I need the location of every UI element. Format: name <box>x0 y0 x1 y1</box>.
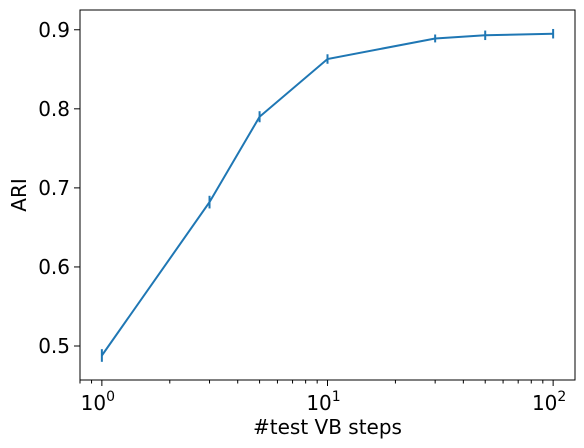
plot-area-frame <box>79 9 576 381</box>
plot-marks <box>100 28 555 362</box>
y-axis-ticks: 0.5 0.6 0.7 0.8 0.9 <box>38 18 80 358</box>
x-axis-label: #test VB steps <box>253 415 402 439</box>
x-tick-label: 100 <box>81 389 115 415</box>
x-tick-label: 102 <box>532 389 566 415</box>
x-tick-label: 101 <box>306 389 340 415</box>
y-tick-label: 0.7 <box>38 176 70 200</box>
y-tick-label: 0.5 <box>38 334 70 358</box>
y-tick-label: 0.6 <box>38 255 70 279</box>
y-tick-label: 0.9 <box>38 18 70 42</box>
y-axis-label: ARI <box>7 178 31 211</box>
y-tick-label: 0.8 <box>38 97 70 121</box>
x-axis-ticks: 100 101 102 <box>79 380 566 415</box>
series-line <box>101 32 554 357</box>
